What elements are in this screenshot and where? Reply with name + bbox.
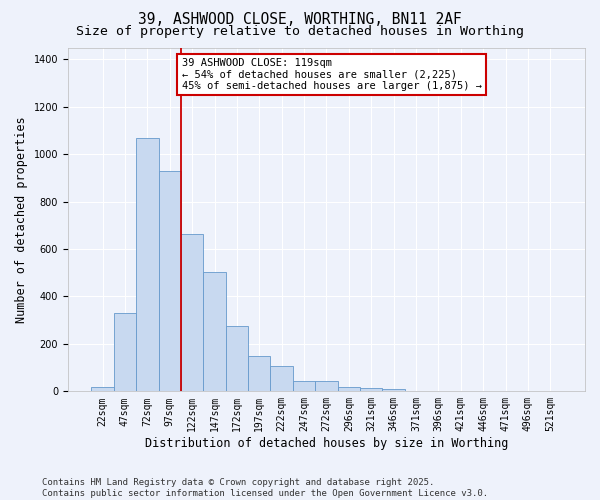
Text: Contains HM Land Registry data © Crown copyright and database right 2025.
Contai: Contains HM Land Registry data © Crown c…	[42, 478, 488, 498]
Bar	[338, 386, 360, 392]
Bar	[315, 380, 338, 392]
Bar	[114, 313, 136, 392]
Bar	[226, 326, 248, 392]
Bar	[136, 138, 158, 392]
Bar	[360, 388, 382, 392]
Y-axis label: Number of detached properties: Number of detached properties	[15, 116, 28, 322]
X-axis label: Distribution of detached houses by size in Worthing: Distribution of detached houses by size …	[145, 437, 508, 450]
Bar	[158, 171, 181, 392]
Bar	[248, 356, 271, 392]
Bar	[382, 389, 405, 392]
Text: Size of property relative to detached houses in Worthing: Size of property relative to detached ho…	[76, 25, 524, 38]
Bar	[91, 387, 114, 392]
Bar	[181, 234, 203, 392]
Bar	[293, 380, 315, 392]
Text: 39, ASHWOOD CLOSE, WORTHING, BN11 2AF: 39, ASHWOOD CLOSE, WORTHING, BN11 2AF	[138, 12, 462, 28]
Bar	[271, 366, 293, 392]
Text: 39 ASHWOOD CLOSE: 119sqm
← 54% of detached houses are smaller (2,225)
45% of sem: 39 ASHWOOD CLOSE: 119sqm ← 54% of detach…	[182, 58, 482, 91]
Bar	[203, 272, 226, 392]
